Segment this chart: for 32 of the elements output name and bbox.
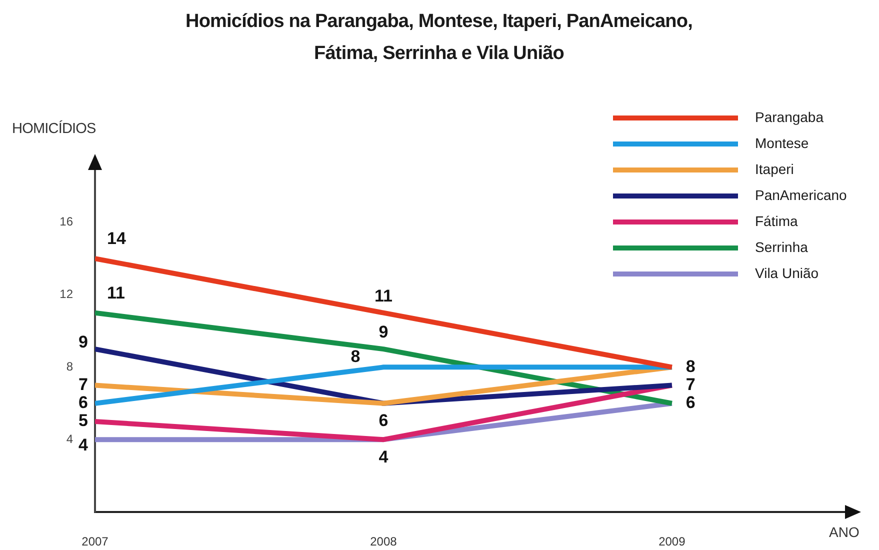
data-label: 6 (78, 393, 88, 412)
text: Fátima (755, 212, 798, 229)
data-label: 7 (78, 374, 88, 394)
y-tick-label: 8 (66, 359, 74, 374)
text: PanAmericano (755, 186, 848, 203)
data-label: 8 (686, 356, 696, 376)
y-tick-label: 16 (60, 214, 74, 229)
data-label: 9 (378, 322, 388, 342)
data-label: 7 (686, 374, 696, 394)
data-label: 8 (350, 346, 360, 366)
text: Parangaba (755, 108, 824, 125)
chart-title: Homicídios na Parangaba, Montese, Itaperi, PanAmeicano, Fátima, Serrinha e Vila União (184, 10, 694, 66)
x-tick-label: 2008 (370, 534, 398, 549)
y-axis-title: HOMICÍDIOS (12, 121, 96, 137)
data-label: 6 (686, 393, 696, 412)
text: Itaperi (755, 160, 794, 177)
text: Montese (755, 134, 809, 151)
text: Vila União (755, 264, 819, 281)
data-label: 14 (107, 229, 126, 248)
x-tick-label: 2009 (658, 534, 686, 549)
data-label: 5 (78, 411, 88, 430)
x-tick-label: 2007 (82, 534, 109, 549)
y-tick-label: 4 (66, 432, 74, 446)
data-label: 4 (78, 435, 89, 454)
data-label: 9 (78, 332, 88, 352)
y-tick-label: 12 (60, 287, 74, 302)
text: Serrinha (755, 238, 808, 255)
x-axis-title: ANO (829, 524, 860, 540)
data-label: 11 (107, 284, 125, 303)
data-label: 11 (374, 286, 392, 306)
data-label: 6 (378, 411, 388, 430)
data-label: 4 (378, 447, 389, 466)
